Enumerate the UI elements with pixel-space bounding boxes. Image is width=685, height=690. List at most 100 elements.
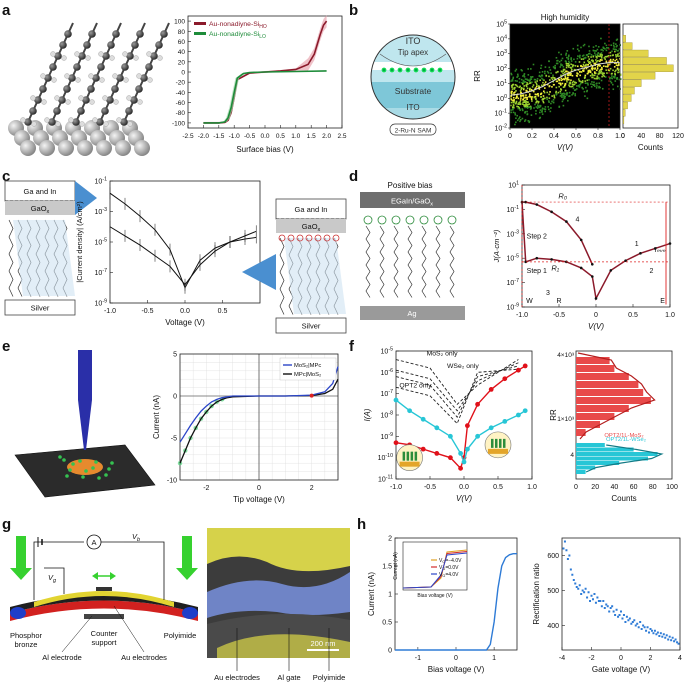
density-point — [541, 71, 544, 73]
density-point — [563, 96, 566, 98]
density-point — [612, 44, 615, 47]
sweep-point — [579, 238, 583, 242]
density-point — [556, 70, 559, 73]
c-left-oxide — [5, 201, 75, 215]
carbon-atom — [53, 107, 61, 115]
g-leader — [61, 615, 93, 653]
data-point — [670, 639, 673, 642]
hist-bar-cyan — [576, 470, 586, 474]
density-point — [535, 85, 538, 88]
density-point — [523, 120, 526, 122]
h-atom — [55, 121, 61, 127]
density-point — [561, 71, 563, 73]
density-point — [571, 81, 574, 84]
density-point — [555, 91, 557, 94]
hist-bar-red — [576, 365, 615, 372]
density-point — [535, 97, 537, 100]
g-counter-support — [84, 614, 124, 619]
data-point — [593, 593, 596, 595]
x-tick-label: -2 — [588, 655, 594, 662]
carbon-atom — [44, 74, 52, 82]
series-label-cyan: OPT2/1L-WSe₂ — [606, 437, 646, 443]
hist-bar — [622, 42, 633, 50]
density-point — [551, 86, 553, 88]
density-point — [601, 68, 603, 70]
density-point — [615, 54, 617, 56]
density-point — [556, 62, 559, 65]
y-tick-label: 0 — [181, 70, 185, 77]
density-point — [513, 106, 515, 109]
d-chain — [365, 225, 371, 298]
sem-label-polyimide: Polyimide — [313, 673, 346, 682]
annotation-step2: Step 2 — [527, 234, 547, 241]
density-point — [517, 97, 520, 100]
density-point — [528, 103, 531, 105]
density-point — [618, 52, 621, 54]
e-tip-body — [78, 350, 92, 400]
density-point — [616, 76, 619, 79]
density-point — [599, 55, 602, 57]
carbon-atom — [54, 52, 62, 60]
c-right-headgroup — [287, 234, 295, 242]
g-polyimide-layer — [10, 600, 198, 621]
density-point — [529, 78, 532, 80]
density-point — [594, 85, 596, 88]
sweep-point — [639, 252, 642, 255]
data-point — [648, 631, 651, 634]
density-point — [510, 98, 513, 101]
data-point — [661, 635, 664, 638]
inset-molecule — [406, 451, 410, 461]
density-point — [534, 78, 537, 81]
h-atom — [64, 73, 70, 79]
g-arrow-small — [92, 572, 98, 580]
density-point — [589, 70, 591, 73]
carbon-atom — [88, 30, 96, 38]
sweep-point — [535, 256, 539, 260]
y-axis-label: RR — [549, 409, 558, 421]
density-point — [568, 66, 570, 68]
density-point — [511, 84, 514, 87]
data-point — [653, 629, 656, 632]
density-point — [565, 66, 568, 69]
chart-c: 10-1 10-3 10-5 10-7 10-9-1.0 -0.5 0.0 0.5 Voltag… — [75, 177, 261, 327]
inset-circle — [396, 444, 423, 471]
h-atom — [78, 95, 84, 101]
density-point — [561, 82, 564, 85]
data-point — [620, 610, 622, 613]
x-axis-label: Counts — [611, 494, 636, 503]
y-tick-label: 500 — [547, 588, 559, 595]
density-point — [524, 110, 527, 113]
density-point — [566, 77, 569, 80]
x-tick-label: 0 — [454, 655, 458, 662]
density-point — [523, 80, 525, 83]
density-point — [605, 55, 608, 58]
annotation-imm: Iₘₘ — [655, 247, 666, 254]
c-left-chain — [8, 219, 14, 297]
data-point — [650, 629, 653, 632]
density-point — [569, 82, 572, 85]
h-atom — [92, 117, 98, 123]
density-point — [576, 48, 579, 50]
density-point — [611, 83, 614, 86]
annotation-R1: R₁ — [551, 263, 559, 272]
fit-curve-cyan — [585, 444, 664, 473]
density-point — [553, 96, 556, 99]
density-point — [604, 55, 607, 58]
density-point — [615, 39, 618, 41]
density-point — [593, 77, 596, 80]
density-point — [587, 70, 590, 73]
density-point — [515, 100, 518, 103]
h-atom — [20, 117, 26, 123]
density-point — [527, 106, 530, 108]
density-point — [591, 76, 594, 79]
density-point — [549, 79, 551, 81]
reference-curve — [395, 368, 519, 425]
density-point — [586, 97, 589, 100]
annotation-step1: Step 1 — [527, 268, 547, 275]
density-point — [512, 108, 514, 110]
y-tick-label: 60 — [178, 39, 186, 46]
density-point — [524, 99, 527, 102]
density-point — [512, 96, 515, 99]
data-point — [674, 638, 677, 641]
y-tick-label: 10-9 — [507, 303, 520, 312]
